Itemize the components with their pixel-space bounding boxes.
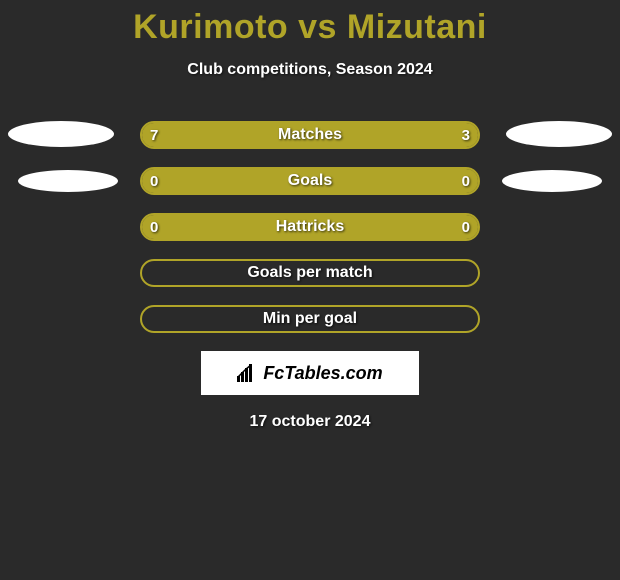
subtitle: Club competitions, Season 2024 [0, 61, 620, 79]
stat-row-hattricks: 0 Hattricks 0 [0, 213, 620, 241]
player-left-marker-icon [8, 121, 114, 147]
chart-icon [237, 364, 257, 382]
stat-label: Min per goal [142, 307, 478, 331]
player-right-marker-icon [506, 121, 612, 147]
page-title: Kurimoto vs Mizutani [0, 0, 620, 47]
stat-row-matches: 7 Matches 3 [0, 121, 620, 149]
stat-value-left: 0 [150, 215, 158, 239]
stat-bar: Goals per match [140, 259, 480, 287]
stat-label: Goals per match [142, 261, 478, 285]
stat-value-right: 0 [462, 215, 470, 239]
stat-row-goals: 0 Goals 0 [0, 167, 620, 195]
stats-section: 7 Matches 3 0 Goals 0 0 Hattricks [0, 121, 620, 333]
stat-bar-left-fill [142, 215, 310, 239]
stat-bar: 7 Matches 3 [140, 121, 480, 149]
player-left-marker-icon [18, 170, 118, 192]
stat-row-goals-per-match: Goals per match [0, 259, 620, 287]
player-right-marker-icon [502, 170, 602, 192]
brand-text: FcTables.com [263, 363, 382, 384]
stat-value-left: 0 [150, 169, 158, 193]
stat-bar-right-fill [310, 169, 478, 193]
stat-bar: 0 Goals 0 [140, 167, 480, 195]
stat-value-right: 0 [462, 169, 470, 193]
stat-bar-right-fill [310, 215, 478, 239]
stat-bar: Min per goal [140, 305, 480, 333]
stat-bar-left-fill [142, 169, 310, 193]
stat-bar: 0 Hattricks 0 [140, 213, 480, 241]
date-text: 17 october 2024 [0, 413, 620, 431]
stat-row-min-per-goal: Min per goal [0, 305, 620, 333]
stat-bar-left-fill [142, 123, 377, 147]
stat-value-right: 3 [462, 123, 470, 147]
brand-badge: FcTables.com [201, 351, 419, 395]
comparison-infographic: Kurimoto vs Mizutani Club competitions, … [0, 0, 620, 580]
stat-value-left: 7 [150, 123, 158, 147]
